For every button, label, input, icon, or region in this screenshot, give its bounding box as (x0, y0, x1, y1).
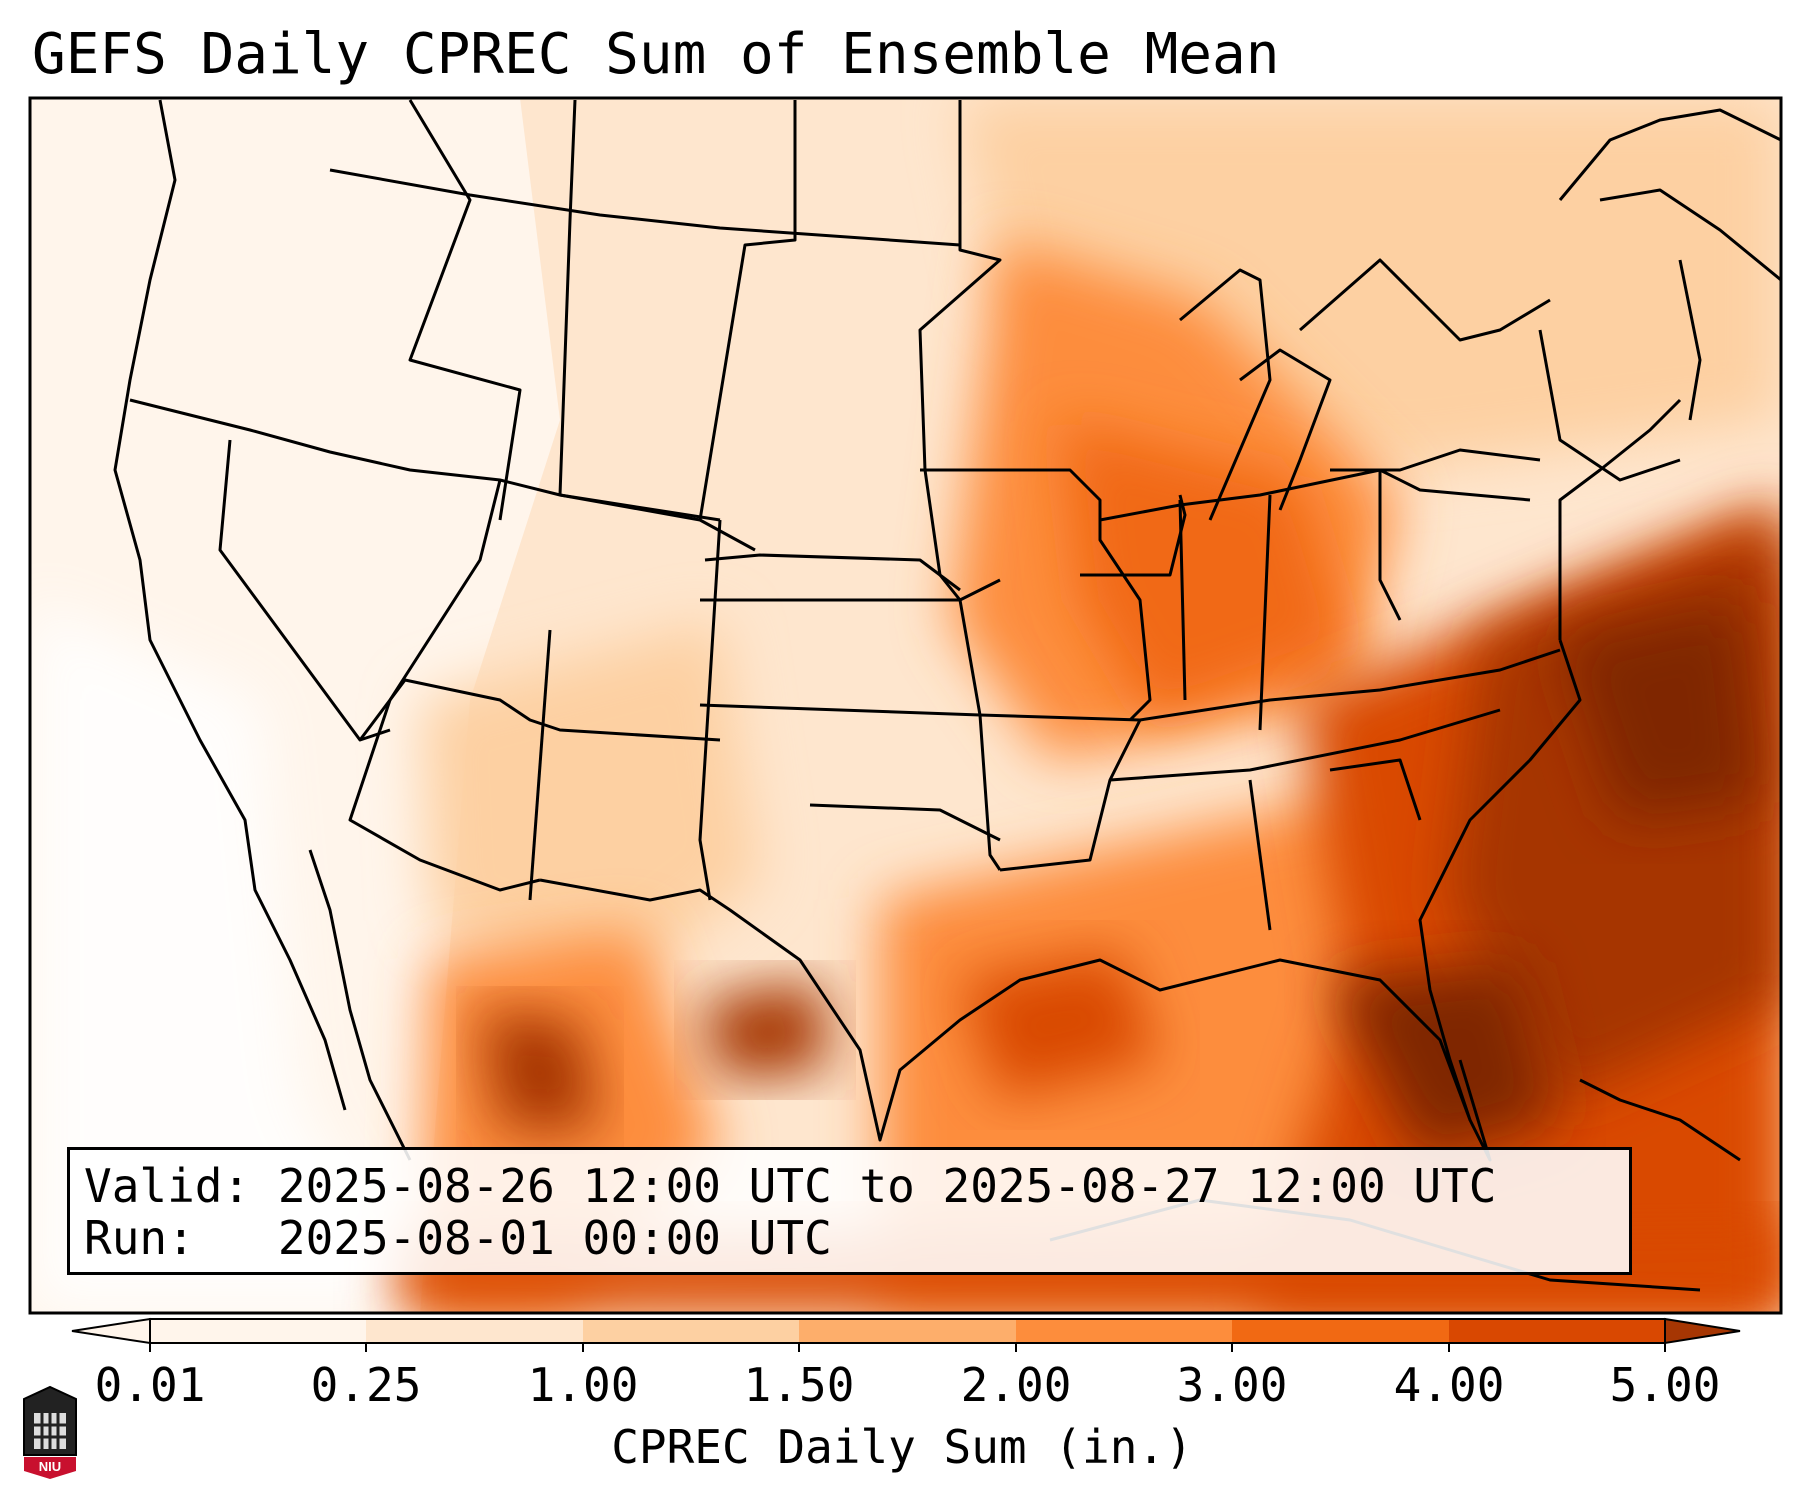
run-label: Run: (84, 1211, 195, 1265)
valid-label: Valid: (84, 1159, 251, 1213)
valid-run-info: Valid: 2025-08-26 12:00 UTC to 2025-08-2… (67, 1147, 1632, 1275)
colorbar-tick-label: 3.00 (1176, 1358, 1288, 1412)
colorbar-tick-label: 4.00 (1393, 1358, 1505, 1412)
colorbar-label: CPREC Daily Sum (in.) (611, 1420, 1193, 1474)
valid-value: 2025-08-26 12:00 UTC to 2025-08-27 12:00… (277, 1159, 1497, 1213)
colorbar-tick-label: 5.00 (1609, 1358, 1721, 1412)
precip-field (30, 98, 1781, 1313)
colorbar-tick-label: 1.00 (527, 1358, 639, 1412)
colorbar-tick-label: 0.25 (310, 1358, 422, 1412)
colorbar (71, 1317, 1741, 1352)
colorbar-tick-label: 1.50 (743, 1358, 855, 1412)
svg-text:NIU: NIU (39, 1459, 61, 1474)
run-value: 2025-08-01 00:00 UTC (277, 1211, 832, 1265)
map-title: GEFS Daily CPREC Sum of Ensemble Mean (32, 22, 1280, 87)
colorbar-tick-label: 0.01 (94, 1358, 206, 1412)
niu-logo: NIU (23, 1385, 77, 1479)
colorbar-tick-label: 2.00 (960, 1358, 1072, 1412)
